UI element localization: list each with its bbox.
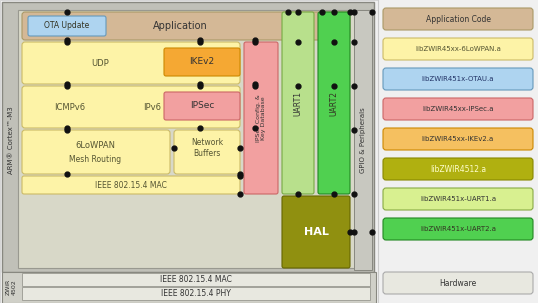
- Bar: [22, 287, 370, 300]
- Bar: [354, 10, 372, 270]
- Text: 6LoWPAN: 6LoWPAN: [75, 141, 115, 149]
- Text: OTA Update: OTA Update: [44, 22, 90, 31]
- FancyBboxPatch shape: [318, 12, 350, 194]
- Text: ICMPv6: ICMPv6: [54, 102, 86, 112]
- Text: libZWIR451x-OTAU.a: libZWIR451x-OTAU.a: [422, 76, 494, 82]
- Bar: [18, 10, 370, 268]
- Text: libZWIR451x-UART1.a: libZWIR451x-UART1.a: [420, 196, 496, 202]
- Text: HAL: HAL: [303, 227, 328, 237]
- Text: IEEE 802.15.4 MAC: IEEE 802.15.4 MAC: [95, 181, 167, 189]
- Text: IKEv2: IKEv2: [189, 58, 215, 66]
- Text: ARM® Cortex™-M3: ARM® Cortex™-M3: [8, 106, 14, 174]
- FancyBboxPatch shape: [174, 130, 240, 174]
- FancyBboxPatch shape: [22, 42, 240, 84]
- Text: UDP: UDP: [91, 58, 109, 68]
- FancyBboxPatch shape: [164, 92, 240, 120]
- Text: libZWIR45xx-IPSec.a: libZWIR45xx-IPSec.a: [422, 106, 494, 112]
- Text: libZWIR45xx-IKEv2.a: libZWIR45xx-IKEv2.a: [422, 136, 494, 142]
- Text: libZWIR451x-UART2.a: libZWIR451x-UART2.a: [420, 226, 496, 232]
- Text: IEEE 802.15.4 PHY: IEEE 802.15.4 PHY: [161, 289, 231, 298]
- Bar: [2, 2, 374, 272]
- FancyBboxPatch shape: [383, 188, 533, 210]
- FancyBboxPatch shape: [383, 98, 533, 120]
- Text: UART1: UART1: [294, 91, 302, 115]
- Text: Application: Application: [153, 21, 207, 31]
- Text: Application Code: Application Code: [426, 15, 491, 24]
- Text: IPSec Config. &
Key Database: IPSec Config. & Key Database: [256, 94, 266, 142]
- FancyBboxPatch shape: [244, 42, 278, 194]
- FancyBboxPatch shape: [383, 218, 533, 240]
- FancyBboxPatch shape: [383, 8, 533, 30]
- FancyBboxPatch shape: [22, 86, 240, 128]
- Bar: [2, 272, 376, 303]
- Text: IEEE 802.15.4 MAC: IEEE 802.15.4 MAC: [160, 275, 232, 284]
- FancyBboxPatch shape: [22, 12, 350, 40]
- Text: UART2: UART2: [329, 91, 338, 115]
- FancyBboxPatch shape: [22, 176, 240, 194]
- FancyBboxPatch shape: [164, 48, 240, 76]
- Text: Network
Buffers: Network Buffers: [191, 138, 223, 158]
- Text: IPv6: IPv6: [143, 102, 161, 112]
- FancyBboxPatch shape: [22, 130, 170, 174]
- FancyBboxPatch shape: [28, 16, 106, 36]
- Text: Hardware: Hardware: [440, 278, 477, 288]
- FancyBboxPatch shape: [282, 196, 350, 268]
- Text: IPSec: IPSec: [190, 102, 214, 111]
- FancyBboxPatch shape: [383, 38, 533, 60]
- FancyBboxPatch shape: [383, 128, 533, 150]
- Text: ZWiR
4502: ZWiR 4502: [5, 279, 16, 295]
- FancyBboxPatch shape: [383, 158, 533, 180]
- Bar: [378, 0, 538, 303]
- FancyBboxPatch shape: [383, 272, 533, 294]
- FancyBboxPatch shape: [282, 12, 314, 194]
- Text: libZWIR45xx-6LoWPAN.a: libZWIR45xx-6LoWPAN.a: [415, 46, 501, 52]
- Text: libZWIR4512.a: libZWIR4512.a: [430, 165, 486, 174]
- Text: GPIO & Peripherals: GPIO & Peripherals: [360, 107, 366, 173]
- Text: Mesh Routing: Mesh Routing: [69, 155, 121, 165]
- Bar: [22, 273, 370, 286]
- FancyBboxPatch shape: [383, 68, 533, 90]
